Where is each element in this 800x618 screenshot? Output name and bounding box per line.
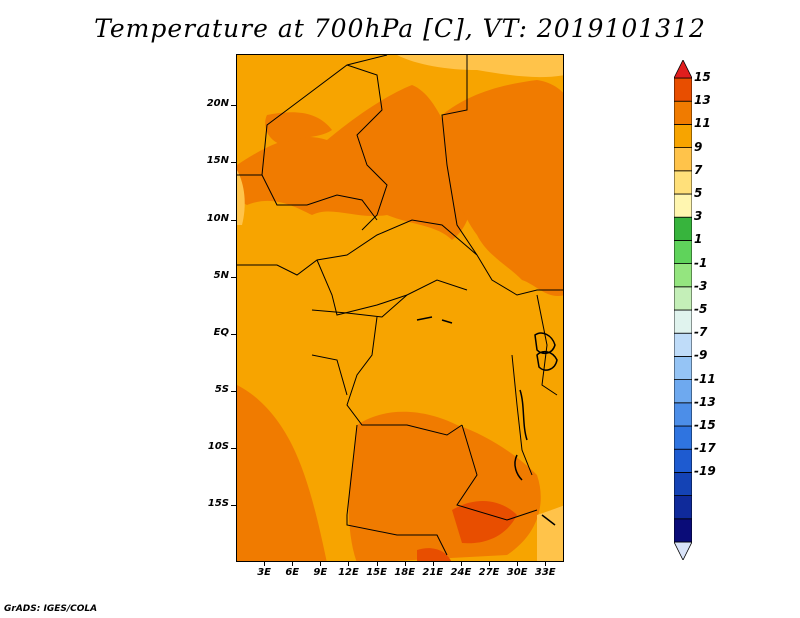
colorbar-label: -11 [694,371,716,386]
lon-label: 24E [450,567,472,578]
colorbar-swatch [674,100,692,125]
lat-tick [231,162,236,164]
colorbar-label: -3 [694,278,708,293]
lat-tick [231,219,236,221]
colorbar-min-arrow [674,541,692,560]
colorbar-swatch [674,170,692,195]
colorbar-label: 9 [694,139,703,154]
lon-tick [320,562,322,566]
colorbar-swatch [674,216,692,241]
hot-patch-1 [452,500,517,544]
colorbar-swatch [674,518,692,543]
colorbar-swatch [674,286,692,311]
colorbar-swatch [674,425,692,450]
colorbar-label: -1 [694,255,708,270]
country-borders [237,55,563,556]
lon-tick [292,562,294,566]
colorbar-swatch [674,193,692,218]
lat-label: EQ [213,326,229,338]
colorbar-label: -7 [694,325,708,340]
cool-patch-se [537,505,563,561]
lon-tick [348,562,350,566]
lon-tick [376,562,378,566]
colorbar-label: -5 [694,302,708,316]
lat-tick [231,447,236,449]
lat-label: 15S [207,497,229,509]
lat-tick [231,276,236,278]
colorbar-swatch [674,147,692,172]
chart-title: Temperature at 700hPa [C], VT: 201910131… [94,14,706,43]
colorbar-label: -15 [694,418,716,432]
colorbar-swatch [674,309,692,334]
colorbar-label: 7 [694,162,703,177]
credit-text: GrADS: IGES/COLA [4,604,98,614]
lat-label: 10N [206,212,229,224]
colorbar-label: 3 [694,209,703,224]
colorbar-label: 13 [694,93,711,108]
colorbar-label: 15 [694,70,711,84]
lon-tick [404,562,406,566]
lon-label: 30E [506,567,528,578]
cool-patch-west [237,170,245,225]
lakes [416,316,558,526]
colorbar-swatch [674,471,692,496]
temperature-field [237,55,563,561]
colorbar-swatch [674,239,692,264]
lon-tick [460,562,462,566]
lon-tick [432,562,434,566]
colorbar-swatch [674,402,692,427]
colorbar-swatch [674,124,692,149]
lon-tick [489,562,491,566]
warm-region-southwest [237,385,327,561]
colorbar-swatch [674,332,692,357]
colorbar-swatch [674,355,692,380]
cool-patch-ne [397,55,563,78]
lon-label: 21E [422,567,444,578]
warm-region-north [265,112,332,145]
lon-tick [517,562,519,566]
lat-tick [231,105,236,107]
lon-label: 3E [257,567,271,578]
colorbar-swatch [674,77,692,102]
colorbar-label: -17 [694,441,716,456]
colorbar-swatch [674,448,692,473]
warm-band-sahel [237,85,472,240]
lat-label: 20N [206,98,229,110]
lon-label: 33E [534,567,556,578]
lon-label: 9E [313,567,328,578]
lat-tick [231,504,236,506]
warm-region-nile [442,80,563,296]
colorbar-swatch [674,379,692,404]
colorbar-label: -9 [694,348,708,363]
temperature-map [236,54,564,562]
lon-tick [264,562,266,566]
colorbar [674,60,692,560]
lon-label: 15E [366,567,387,578]
lat-tick [231,390,236,392]
lat-label: 5S [214,383,229,395]
colorbar-swatch [674,263,692,288]
lat-label: 10S [207,440,229,452]
lon-label: 6E [285,567,300,578]
colorbar-swatch [674,495,692,520]
colorbar-label: 5 [694,186,703,200]
hot-patch-2 [417,548,451,561]
colorbar-label: -19 [694,464,716,479]
colorbar-label: 11 [694,116,711,131]
lat-label: 15N [206,155,229,167]
colorbar-max-arrow [674,60,692,79]
lon-label: 27E [478,567,500,578]
lat-tick [231,333,236,335]
lat-label: 5N [213,269,229,281]
lon-label: 12E [338,567,359,578]
lon-tick [545,562,547,566]
colorbar-label: -13 [694,394,716,409]
lon-label: 18E [394,567,416,578]
colorbar-label: 1 [694,232,703,247]
